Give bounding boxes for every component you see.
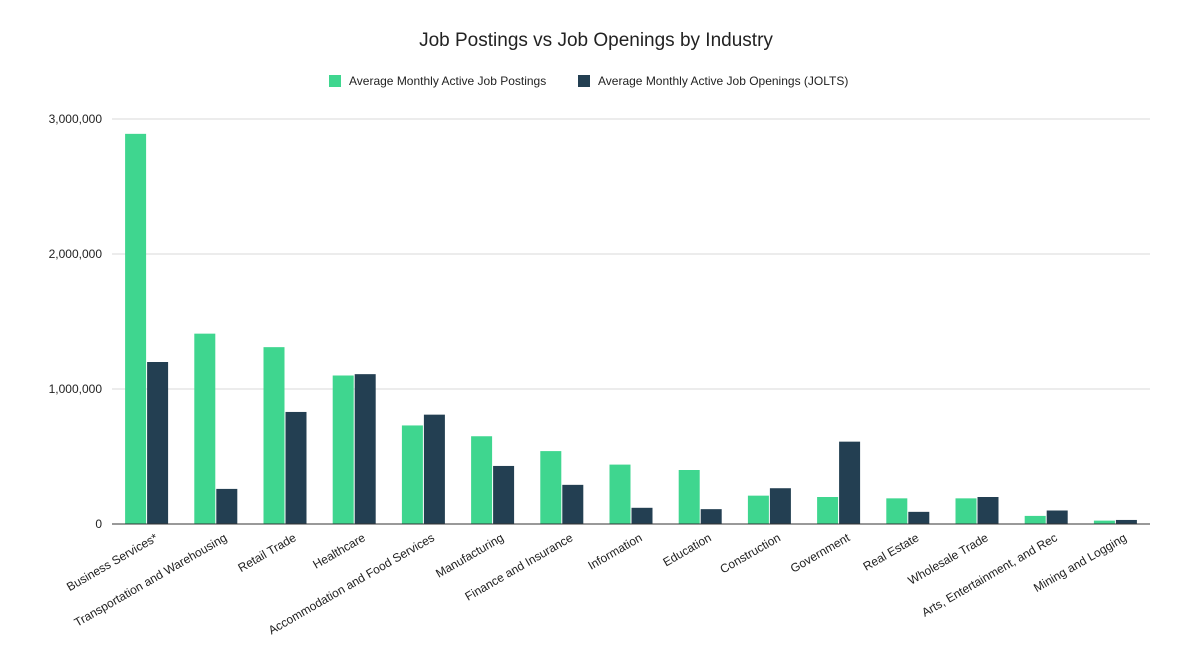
bar-job-postings-14	[1024, 515, 1046, 524]
legend-label-2: Average Monthly Active Job Openings (JOL…	[598, 74, 848, 88]
bar-job-openings-10	[769, 488, 791, 524]
gridlines	[112, 118, 1150, 390]
bars	[125, 133, 1137, 524]
bar-job-openings-9	[700, 509, 722, 524]
bar-job-postings-4	[332, 375, 354, 524]
x-tick-label: Government	[788, 530, 853, 575]
bar-job-postings-5	[401, 425, 423, 524]
legend: Average Monthly Active Job Postings Avera…	[329, 74, 848, 88]
bar-job-openings-14	[1046, 510, 1068, 524]
y-axis-ticks: 0 1,000,000 2,000,000 3,000,000	[49, 112, 103, 531]
bar-job-postings-7	[540, 451, 562, 524]
legend-swatch-1	[329, 75, 341, 87]
x-tick-label: Real Estate	[861, 530, 922, 573]
bar-job-openings-12	[908, 511, 930, 524]
bar-job-postings-9	[678, 470, 700, 524]
y-tick-label: 1,000,000	[49, 382, 103, 396]
bar-job-postings-3	[263, 347, 285, 524]
bar-job-postings-12	[886, 498, 908, 524]
bar-job-openings-6	[493, 465, 515, 524]
x-tick-label: Information	[586, 530, 645, 572]
bar-job-openings-1	[147, 362, 169, 524]
x-tick-label: Healthcare	[310, 530, 368, 571]
bar-job-postings-2	[194, 333, 216, 524]
bar-job-openings-7	[562, 484, 584, 524]
x-axis-labels: Business Services*Transportation and War…	[64, 530, 1129, 637]
x-tick-label: Education	[660, 530, 713, 569]
bar-job-postings-11	[817, 497, 839, 524]
bar-job-openings-8	[631, 507, 653, 524]
bar-job-openings-13	[977, 497, 999, 524]
legend-label-1: Average Monthly Active Job Postings	[349, 74, 546, 88]
bar-job-openings-11	[839, 441, 861, 524]
y-tick-label: 0	[95, 517, 102, 531]
legend-swatch-2	[578, 75, 590, 87]
x-tick-label: Construction	[718, 530, 783, 576]
y-tick-label: 3,000,000	[49, 112, 103, 126]
x-tick-label: Arts, Entertainment, and Rec	[919, 530, 1059, 619]
chart-title: Job Postings vs Job Openings by Industry	[419, 30, 773, 51]
bar-job-openings-3	[285, 411, 307, 524]
y-tick-label: 2,000,000	[49, 247, 103, 261]
x-tick-label: Retail Trade	[235, 530, 298, 575]
bar-job-openings-5	[423, 414, 445, 524]
bar-job-openings-15	[1115, 519, 1137, 524]
bar-job-postings-1	[125, 133, 147, 524]
bar-job-postings-15	[1093, 520, 1115, 524]
bar-job-postings-10	[747, 495, 769, 524]
bar-job-postings-13	[955, 498, 977, 524]
bar-job-openings-4	[354, 374, 376, 524]
bar-job-openings-2	[216, 488, 238, 524]
bar-job-postings-6	[471, 436, 493, 524]
bar-job-postings-8	[609, 464, 631, 524]
